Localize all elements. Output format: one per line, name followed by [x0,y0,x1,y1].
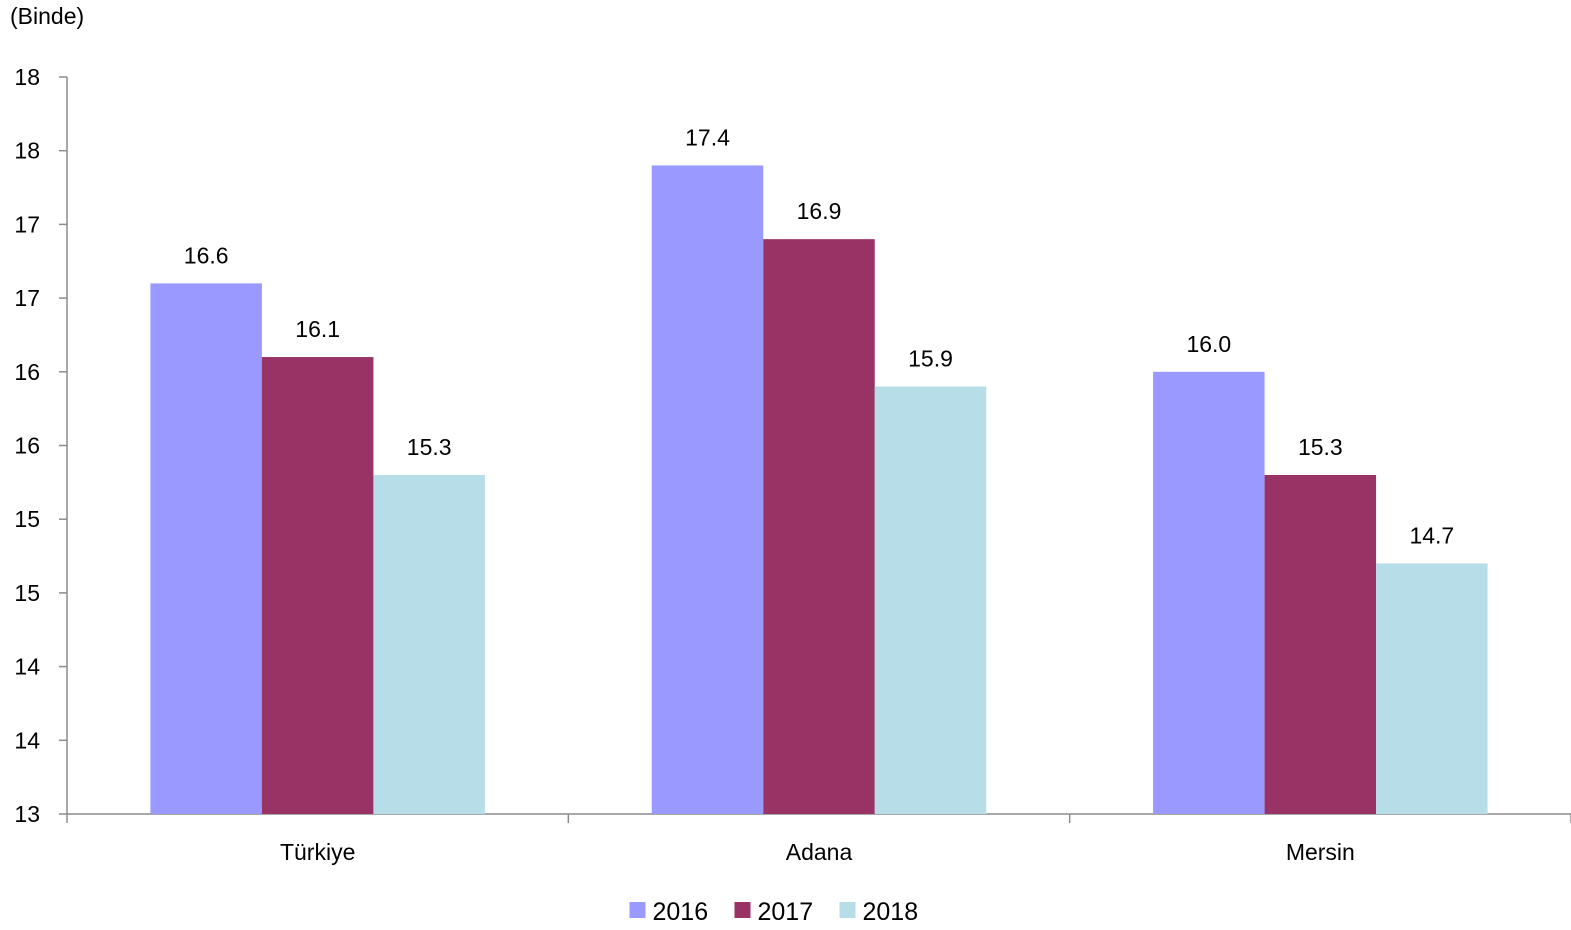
data-label: 14.7 [1409,522,1454,548]
bar [1264,474,1377,814]
data-label: 16.6 [184,242,229,268]
y-tick-label: 14 [14,654,40,680]
y-tick-label: 17 [14,211,40,237]
bar [651,165,764,814]
x-axis: Türkiye Adana Mersin [66,813,1571,865]
data-label: 17.4 [685,124,730,150]
legend-label: 2018 [863,898,919,926]
y-tick-label: 18 [14,138,40,164]
legend-swatch [839,902,856,918]
data-label: 15.3 [407,434,452,460]
legend-label: 2016 [653,898,709,926]
unit-label: (Binde) [10,3,84,29]
x-tick-label: Mersin [1286,839,1355,865]
data-label: 16.9 [797,198,842,224]
bar [373,474,485,814]
data-label: 15.9 [908,346,953,372]
legend-label: 2017 [758,898,814,926]
y-axis: 13 14 14 15 15 16 16 17 17 18 18 [14,64,68,827]
y-tick-label: 17 [14,285,40,311]
x-tick-label: Adana [786,839,853,865]
bar [261,357,374,814]
bar [763,239,875,814]
bars [150,165,1488,814]
bar [1376,563,1488,814]
legend-swatch [629,902,646,918]
bar [1153,371,1265,814]
y-tick-label: 14 [14,727,40,753]
bar [874,386,987,814]
y-tick-label: 15 [14,580,40,606]
y-tick-label: 15 [14,506,40,532]
y-tick-label: 16 [14,359,40,385]
y-tick-label: 18 [14,64,40,90]
data-label: 16.0 [1186,331,1231,357]
y-tick-label: 13 [14,801,40,827]
legend-swatch [734,902,751,918]
data-label: 16.1 [295,316,340,342]
bar [150,283,262,814]
y-tick-label: 16 [14,433,40,459]
x-tick-label: Türkiye [280,839,355,865]
data-labels: 16.6 16.1 15.3 17.4 16.9 15.9 16.0 15.3 14.7 [184,124,1454,548]
data-label: 15.3 [1298,434,1343,460]
legend: 2016 2017 2018 [629,898,919,926]
